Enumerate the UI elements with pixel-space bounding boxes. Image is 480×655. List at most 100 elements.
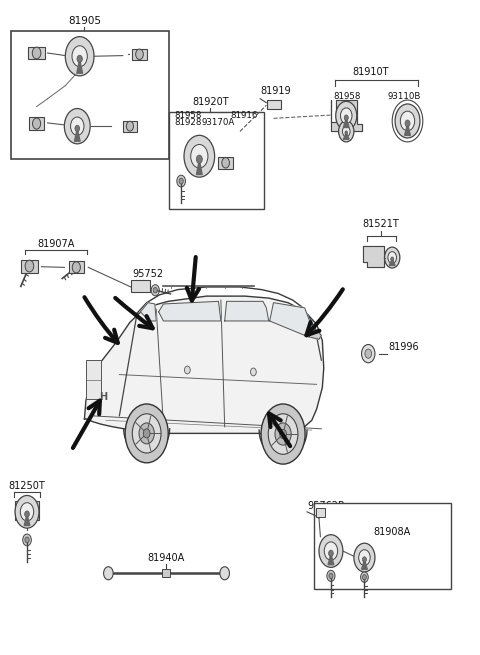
Text: H: H [99, 392, 108, 402]
Bar [123, 121, 137, 132]
Circle shape [360, 572, 368, 582]
Polygon shape [331, 100, 362, 132]
Polygon shape [225, 301, 269, 321]
Polygon shape [389, 259, 395, 265]
Circle shape [72, 46, 87, 67]
Circle shape [362, 574, 366, 580]
Bar [314, 502, 451, 589]
Circle shape [327, 571, 335, 582]
Circle shape [104, 567, 113, 580]
Polygon shape [74, 129, 80, 141]
Circle shape [184, 136, 215, 177]
Circle shape [23, 534, 31, 546]
Circle shape [361, 345, 375, 363]
Circle shape [365, 349, 372, 358]
Circle shape [220, 567, 229, 580]
Circle shape [25, 260, 34, 272]
Circle shape [153, 288, 157, 293]
Circle shape [20, 502, 34, 521]
Bar [316, 508, 325, 517]
Circle shape [72, 262, 80, 273]
Circle shape [261, 404, 305, 464]
Bar [132, 48, 147, 60]
Circle shape [359, 550, 370, 565]
Text: 81916: 81916 [230, 111, 258, 120]
Bar [29, 117, 44, 130]
Polygon shape [84, 296, 324, 434]
Bar [267, 100, 281, 109]
Text: 81905: 81905 [68, 16, 101, 26]
Polygon shape [158, 301, 221, 321]
Text: 81907A: 81907A [37, 239, 74, 249]
Polygon shape [343, 133, 349, 140]
Circle shape [136, 49, 144, 60]
Polygon shape [343, 118, 349, 128]
Polygon shape [311, 331, 322, 339]
Circle shape [71, 117, 84, 136]
Circle shape [132, 414, 161, 453]
Bar [28, 47, 45, 60]
Text: 93170A: 93170A [202, 119, 235, 128]
Circle shape [354, 543, 375, 572]
Circle shape [191, 145, 208, 168]
Circle shape [340, 108, 352, 124]
Circle shape [126, 121, 133, 131]
Circle shape [384, 247, 400, 268]
Circle shape [329, 573, 333, 578]
Circle shape [345, 131, 348, 134]
Circle shape [275, 423, 291, 445]
Polygon shape [361, 560, 367, 569]
Circle shape [179, 178, 183, 184]
Polygon shape [405, 124, 410, 136]
Circle shape [388, 252, 396, 263]
Circle shape [391, 257, 394, 261]
Text: 95762R: 95762R [307, 500, 345, 510]
Bar [21, 259, 37, 272]
Text: 81928: 81928 [174, 119, 201, 128]
Text: 81940A: 81940A [147, 553, 184, 563]
Circle shape [65, 37, 94, 76]
Text: 81250T: 81250T [9, 481, 46, 491]
Text: 95752: 95752 [133, 269, 164, 279]
Circle shape [25, 537, 29, 543]
Circle shape [344, 115, 348, 121]
Circle shape [342, 126, 350, 137]
Circle shape [64, 109, 90, 144]
Circle shape [268, 414, 298, 455]
Bar [69, 261, 84, 274]
Polygon shape [363, 246, 384, 267]
Polygon shape [270, 303, 311, 337]
Bar [131, 280, 150, 291]
Circle shape [139, 423, 155, 444]
Bar [11, 31, 169, 159]
Circle shape [144, 429, 150, 438]
Circle shape [184, 366, 190, 374]
Circle shape [362, 557, 366, 562]
Circle shape [196, 155, 203, 163]
Circle shape [319, 534, 343, 567]
Text: 81910T: 81910T [352, 67, 388, 77]
Circle shape [338, 121, 354, 142]
Circle shape [125, 404, 168, 463]
Text: 93110B: 93110B [387, 92, 421, 101]
Text: 81958: 81958 [333, 92, 360, 101]
Text: 81996: 81996 [388, 343, 419, 352]
Circle shape [33, 118, 41, 129]
Circle shape [32, 47, 41, 59]
Circle shape [336, 102, 357, 130]
Bar [86, 360, 101, 400]
Bar [162, 569, 169, 576]
Circle shape [24, 511, 29, 517]
Bar [218, 157, 233, 168]
Bar [169, 112, 264, 208]
Circle shape [400, 111, 415, 131]
Circle shape [15, 495, 39, 528]
Circle shape [405, 120, 410, 127]
Circle shape [222, 158, 229, 168]
Polygon shape [24, 515, 30, 525]
Text: 81958: 81958 [174, 111, 201, 120]
Circle shape [395, 104, 420, 138]
Circle shape [177, 175, 185, 187]
Polygon shape [196, 160, 202, 174]
Circle shape [77, 55, 83, 62]
